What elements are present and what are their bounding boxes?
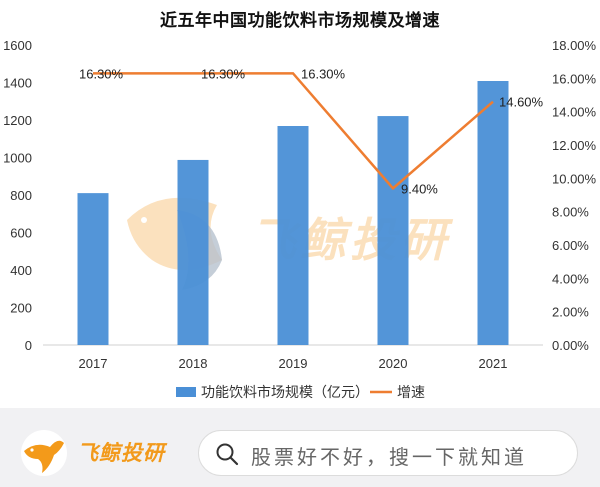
search-icon xyxy=(216,443,239,466)
footer-bar: 飞鲸投研 股票好不好，搜一下就知道 xyxy=(0,408,600,487)
legend-bar-swatch xyxy=(176,387,196,397)
growth-data-label: 16.30% xyxy=(301,66,346,81)
growth-data-label: 16.30% xyxy=(79,66,124,81)
left-axis-tick: 1200 xyxy=(3,113,32,128)
search-input[interactable]: 股票好不好，搜一下就知道 xyxy=(198,430,578,476)
left-axis-tick: 1600 xyxy=(3,38,32,53)
right-axis-tick: 16.00% xyxy=(552,71,597,86)
right-axis-tick: 14.00% xyxy=(552,105,597,120)
left-axis-tick: 400 xyxy=(10,263,32,278)
bar-2018 xyxy=(177,159,209,345)
growth-data-label: 16.30% xyxy=(201,66,246,81)
x-axis-label: 2019 xyxy=(279,356,308,371)
right-axis-tick: 0.00% xyxy=(552,338,589,353)
bar-2020 xyxy=(377,116,409,345)
right-axis-tick: 4.00% xyxy=(552,271,589,286)
growth-data-label: 14.60% xyxy=(499,95,544,110)
x-axis-label: 2018 xyxy=(179,356,208,371)
combo-chart: 0 200 400 600 800 1000 1200 1400 1600 0.00% 2.00% 4… xyxy=(3,38,597,401)
growth-line xyxy=(93,72,494,191)
left-axis-tick: 600 xyxy=(10,226,32,241)
bar-2017 xyxy=(77,193,109,345)
left-axis-tick: 1000 xyxy=(3,151,32,166)
bar-2019 xyxy=(277,126,309,345)
feijing-logo-icon xyxy=(21,430,67,476)
right-axis-tick: 6.00% xyxy=(552,238,589,253)
right-axis-tick: 8.00% xyxy=(552,205,589,220)
right-axis-tick: 18.00% xyxy=(552,38,597,53)
chart-title: 近五年中国功能饮料市场规模及增速 xyxy=(160,11,440,31)
left-axis-tick: 800 xyxy=(10,188,32,203)
right-axis-tick: 2.00% xyxy=(552,305,589,320)
x-axis-label: 2020 xyxy=(379,356,408,371)
left-axis-tick: 200 xyxy=(10,301,32,316)
left-axis-tick: 1400 xyxy=(3,76,32,91)
legend-bar-label: 功能饮料市场规模（亿元） xyxy=(201,384,369,401)
x-axis-label: 2021 xyxy=(479,356,508,371)
footer-brand-name: 飞鲸投研 xyxy=(77,441,165,465)
right-axis-tick: 10.00% xyxy=(552,171,597,186)
x-axis-label: 2017 xyxy=(79,356,108,371)
right-axis-tick: 12.00% xyxy=(552,138,597,153)
bar-2021 xyxy=(477,81,509,345)
growth-data-label: 9.40% xyxy=(401,181,438,196)
legend-line-label: 增速 xyxy=(397,385,425,401)
left-axis-tick: 0 xyxy=(25,338,32,353)
search-placeholder: 股票好不好，搜一下就知道 xyxy=(251,445,527,469)
